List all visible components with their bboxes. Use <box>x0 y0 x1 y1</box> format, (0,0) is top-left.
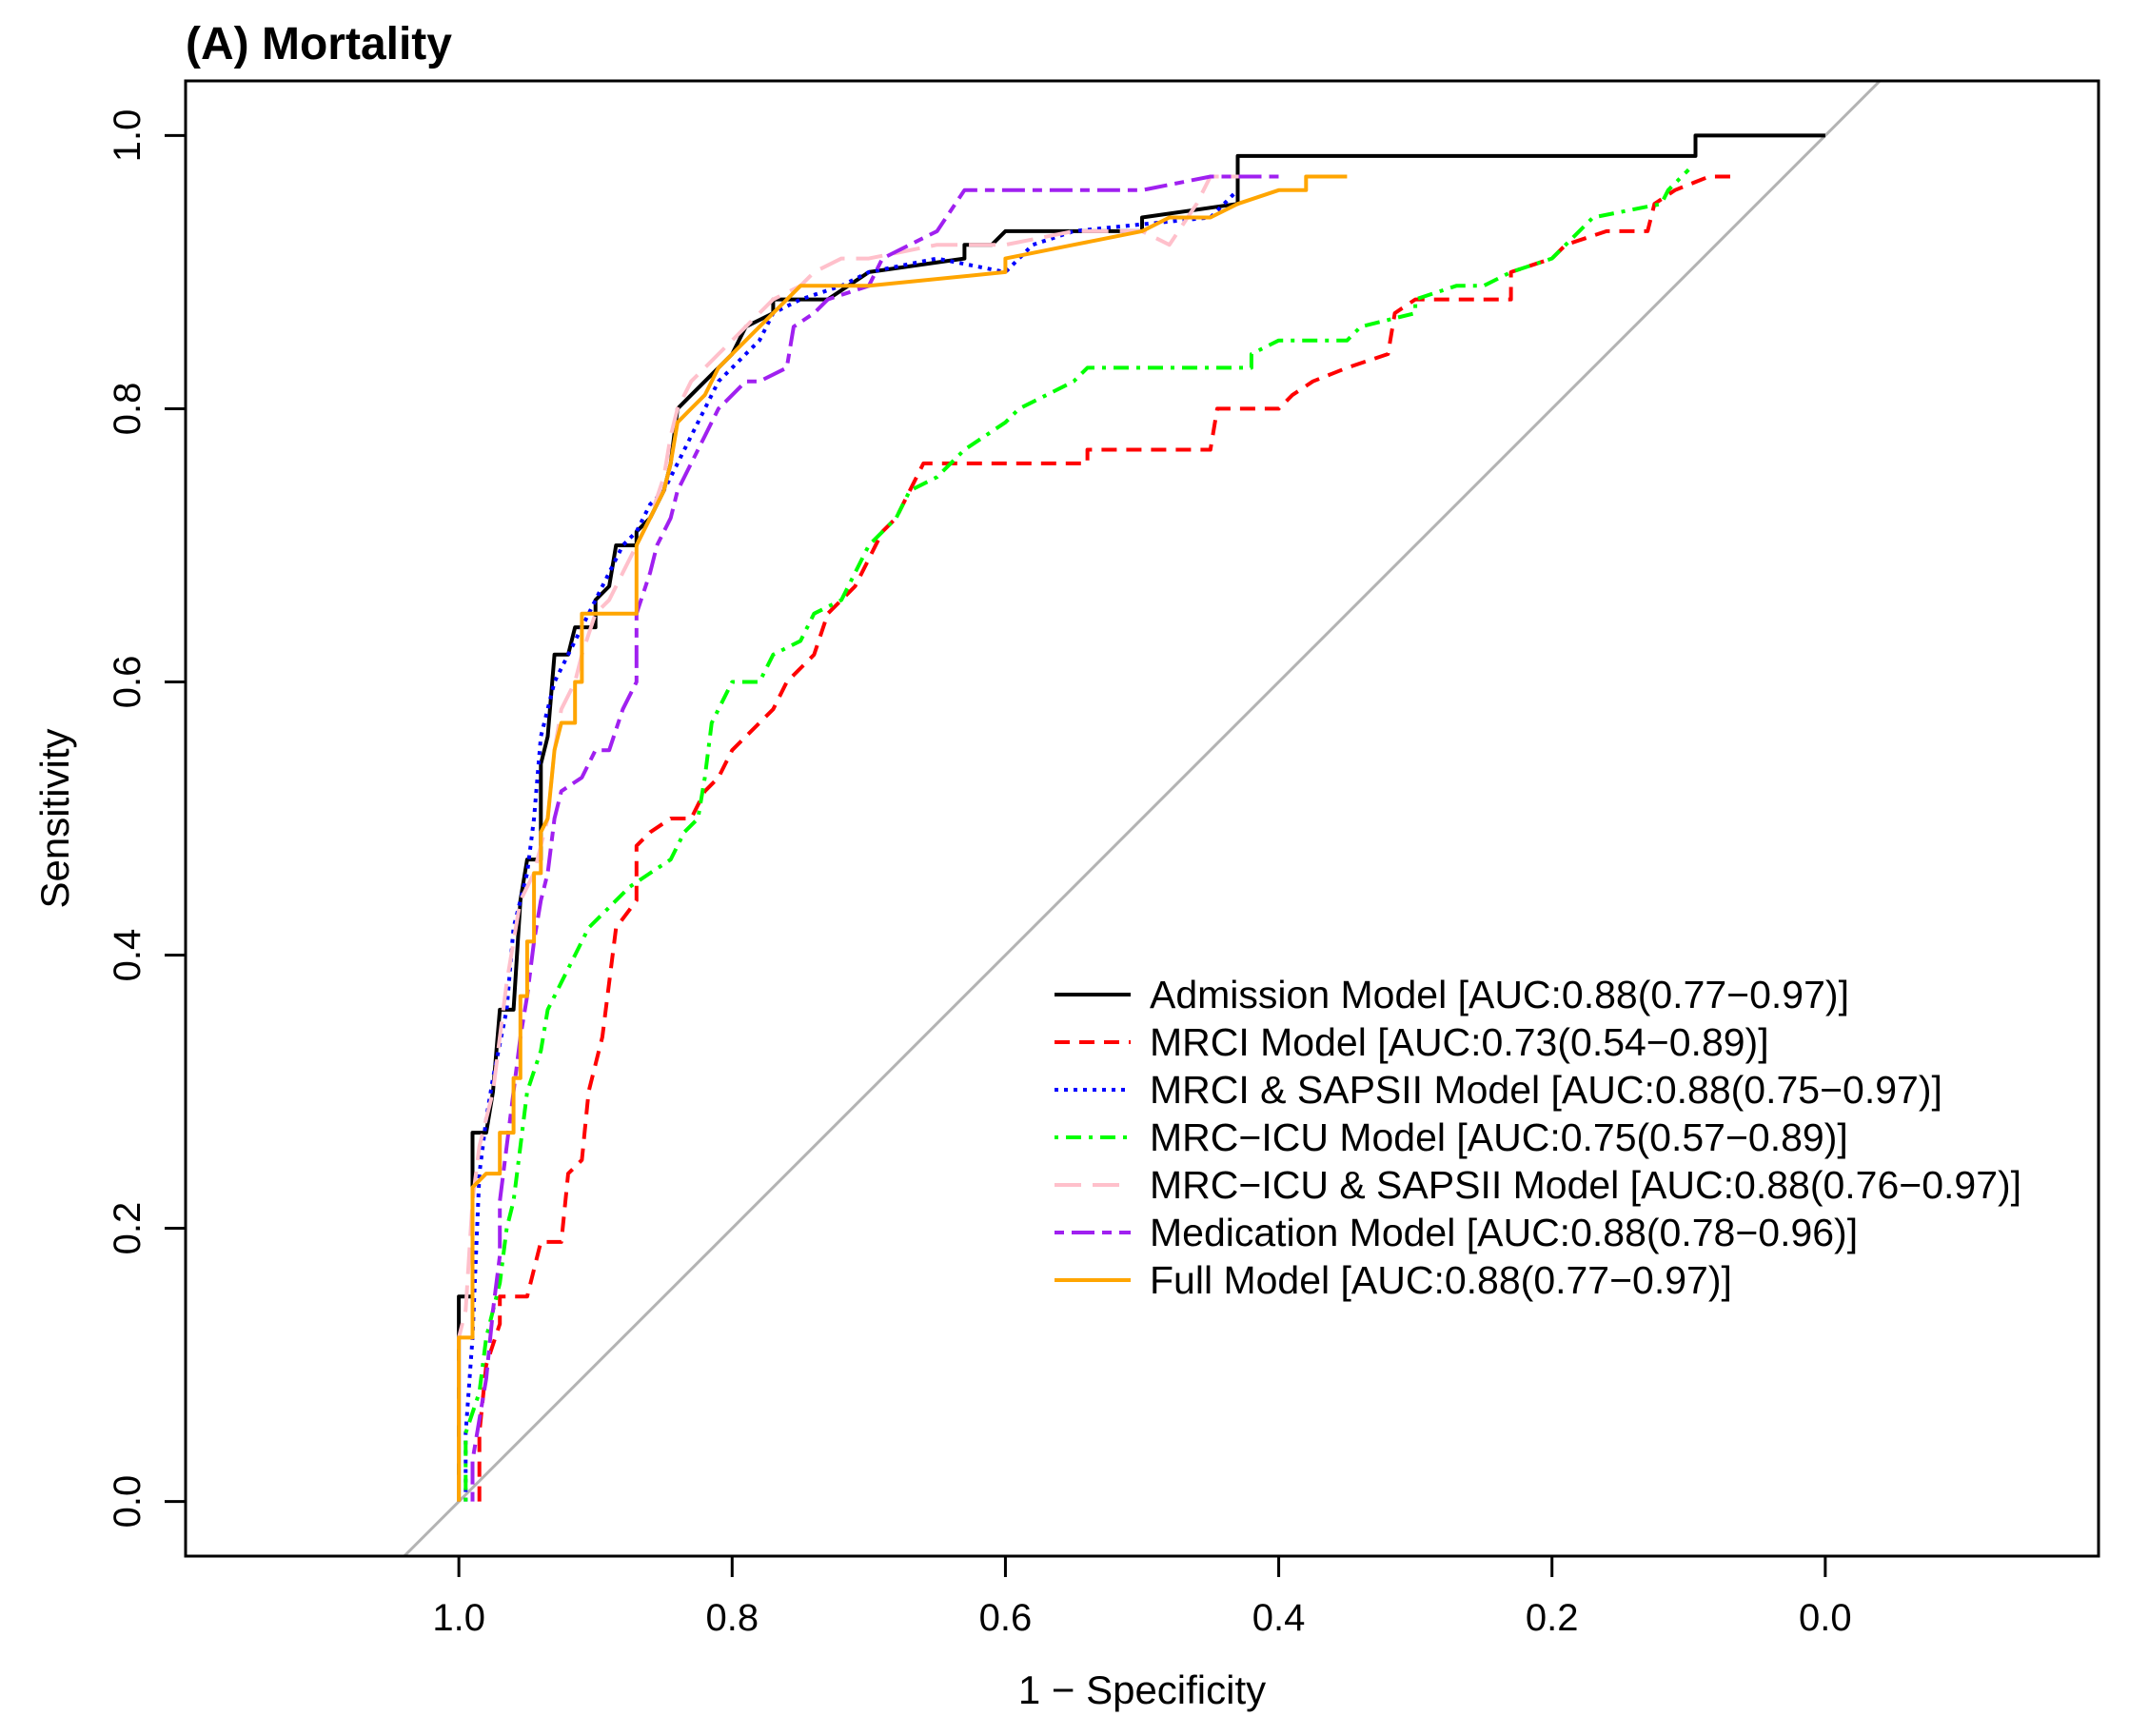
y-tick-label: 0.8 <box>107 383 148 436</box>
legend-label: MRC−ICU Model [AUC:0.75(0.57−0.89)] <box>1150 1115 1848 1159</box>
x-tick-label: 0.2 <box>1526 1597 1579 1639</box>
roc-curve-6 <box>470 174 1279 1502</box>
legend-label: Full Model [AUC:0.88(0.77−0.97)] <box>1150 1258 1732 1302</box>
y-tick-label: 0.4 <box>107 929 148 982</box>
x-axis: 1.0 0.8 0.6 0.4 0.2 0.0 <box>432 1554 1852 1639</box>
y-axis: 0.0 0.2 0.4 0.6 0.8 1.0 <box>107 109 187 1529</box>
legend-label: Admission Model [AUC:0.88(0.77−0.97)] <box>1150 973 1849 1016</box>
x-tick-label: 0.6 <box>979 1597 1033 1639</box>
roc-curve-5 <box>457 174 1252 1502</box>
y-tick-label: 1.0 <box>107 109 148 163</box>
legend-label: MRCI & SAPSII Model [AUC:0.88(0.75−0.97)… <box>1150 1068 1942 1112</box>
legend: Admission Model [AUC:0.88(0.77−0.97)]MRC… <box>1055 973 2021 1302</box>
x-tick-label: 0.8 <box>705 1597 759 1639</box>
reference-diagonal-line <box>403 81 1882 1556</box>
x-axis-label: 1 − Specificity <box>1018 1667 1266 1712</box>
legend-label: Medication Model [AUC:0.88(0.78−0.96)] <box>1150 1211 1858 1254</box>
roc-curve-4 <box>463 168 1690 1502</box>
roc-curve-3 <box>463 188 1239 1502</box>
y-axis-label: Sensitivity <box>32 728 77 908</box>
legend-label: MRC−ICU & SAPSII Model [AUC:0.88(0.76−0.… <box>1150 1163 2021 1207</box>
roc-curve-7 <box>457 174 1348 1502</box>
roc-curve-2 <box>477 174 1737 1502</box>
x-tick-label: 0.4 <box>1252 1597 1306 1639</box>
legend-label: MRCI Model [AUC:0.73(0.54−0.89)] <box>1150 1020 1769 1064</box>
chart-title: (A) Mortality <box>186 19 452 69</box>
y-tick-label: 0.6 <box>107 656 148 709</box>
y-tick-label: 0.2 <box>107 1202 148 1255</box>
x-tick-label: 0.0 <box>1799 1597 1852 1639</box>
x-tick-label: 1.0 <box>432 1597 485 1639</box>
y-tick-label: 0.0 <box>107 1475 148 1529</box>
plot-lines <box>403 81 1882 1556</box>
